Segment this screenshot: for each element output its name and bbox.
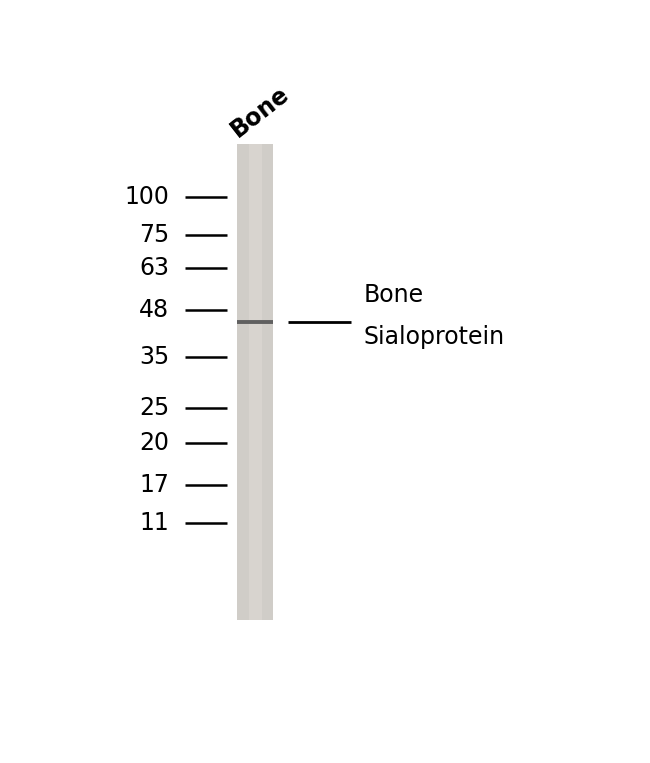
Text: Sialoprotein: Sialoprotein	[363, 325, 504, 349]
Text: Bone: Bone	[363, 283, 424, 307]
Text: 48: 48	[139, 298, 170, 322]
Bar	[237, 144, 273, 620]
Text: 75: 75	[139, 224, 170, 247]
Text: 17: 17	[140, 473, 170, 497]
Text: 63: 63	[139, 256, 170, 280]
Text: 25: 25	[139, 396, 170, 420]
Bar	[248, 144, 261, 620]
Text: 100: 100	[125, 185, 170, 209]
Text: 35: 35	[139, 345, 170, 369]
Text: Bone: Bone	[226, 82, 294, 141]
Text: 11: 11	[140, 511, 170, 536]
Text: 20: 20	[139, 431, 170, 455]
